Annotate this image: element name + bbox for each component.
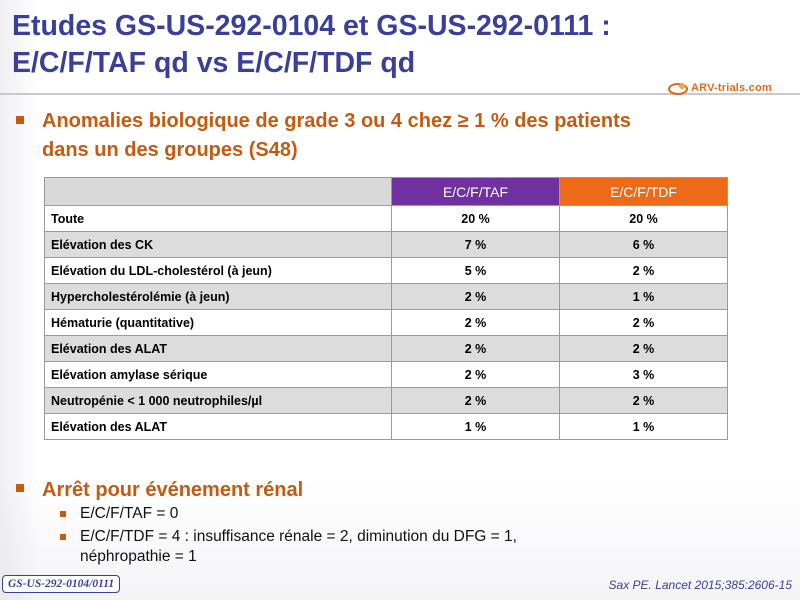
slide-title: Etudes GS-US-292-0104 et GS-US-292-0111 … xyxy=(12,8,712,82)
header-tdf: E/C/F/TDF xyxy=(559,177,728,206)
taf-value: 20 % xyxy=(391,205,560,232)
taf-value: 2 % xyxy=(391,283,560,310)
tdf-value: 1 % xyxy=(559,283,728,310)
tdf-value: 3 % xyxy=(559,361,728,388)
tdf-value: 2 % xyxy=(559,257,728,284)
table-row: Elévation du LDL-cholestérol (à jeun) 5 … xyxy=(44,257,728,284)
table-row: Elévation des ALAT 2 % 2 % xyxy=(44,335,728,362)
table-row: Toute 20 % 20 % xyxy=(44,205,728,232)
bullet-anomalies-line-1: Anomalies biologique de grade 3 ou 4 che… xyxy=(42,110,631,132)
tdf-value: 1 % xyxy=(559,413,728,440)
reference-citation: Sax PE. Lancet 2015;385:2606-15 xyxy=(608,578,792,592)
row-label: Elévation amylase sérique xyxy=(44,361,392,388)
study-tag: GS-US-292-0104/0111 xyxy=(2,575,121,593)
tdf-value: 2 % xyxy=(559,387,728,414)
arv-trials-logo: ARV-trials.com xyxy=(668,77,772,99)
sub-bullet-tdf-line-1: E/C/F/TDF = 4 : insuffisance rénale = 2,… xyxy=(80,528,517,545)
bullet-square-icon xyxy=(16,116,24,124)
bullet-renal-discontinuation: Arrêt pour événement rénal xyxy=(42,479,304,501)
taf-value: 1 % xyxy=(391,413,560,440)
title-line-2: E/C/F/TAF qd vs E/C/F/TDF qd xyxy=(12,47,416,79)
lab-abnormalities-table: E/C/F/TAF E/C/F/TDF Toute 20 % 20 % Elév… xyxy=(44,177,728,440)
row-label: Hématurie (quantitative) xyxy=(44,309,392,336)
sub-bullet-tdf-line-2: néphropathie = 1 xyxy=(80,548,197,565)
table-header-row: E/C/F/TAF E/C/F/TDF xyxy=(44,177,728,206)
sub-bullet-tdf: E/C/F/TDF = 4 : insuffisance rénale = 2,… xyxy=(80,527,640,567)
taf-value: 2 % xyxy=(391,309,560,336)
header-taf: E/C/F/TAF xyxy=(391,177,560,206)
row-label: Toute xyxy=(44,205,392,232)
arv-logo-icon xyxy=(668,81,688,95)
sub-bullet-taf: E/C/F/TAF = 0 xyxy=(80,505,179,522)
row-label: Neutropénie < 1 000 neutrophiles/µl xyxy=(44,387,392,414)
tdf-value: 20 % xyxy=(559,205,728,232)
bullet-anomalies-line-2: dans un des groupes (S48) xyxy=(42,139,298,161)
decorative-side-band xyxy=(0,0,40,600)
taf-value: 7 % xyxy=(391,231,560,258)
taf-value: 2 % xyxy=(391,387,560,414)
tdf-value: 6 % xyxy=(559,231,728,258)
row-label: Elévation des ALAT xyxy=(44,413,392,440)
table-row: Elévation amylase sérique 2 % 3 % xyxy=(44,361,728,388)
taf-value: 2 % xyxy=(391,335,560,362)
tdf-value: 2 % xyxy=(559,335,728,362)
table-row: Elévation des ALAT 1 % 1 % xyxy=(44,413,728,440)
row-label: Elévation des ALAT xyxy=(44,335,392,362)
title-divider xyxy=(0,93,800,95)
bullet-anomalies: Anomalies biologique de grade 3 ou 4 che… xyxy=(42,107,762,165)
tdf-value: 2 % xyxy=(559,309,728,336)
title-line-1: Etudes GS-US-292-0104 et GS-US-292-0111 … xyxy=(12,10,611,42)
row-label: Elévation du LDL-cholestérol (à jeun) xyxy=(44,257,392,284)
table-row: Hypercholestérolémie (à jeun) 2 % 1 % xyxy=(44,283,728,310)
bullet-square-icon xyxy=(16,484,24,492)
taf-value: 2 % xyxy=(391,361,560,388)
table-row: Elévation des CK 7 % 6 % xyxy=(44,231,728,258)
taf-value: 5 % xyxy=(391,257,560,284)
row-label: Elévation des CK xyxy=(44,231,392,258)
sub-bullet-square-icon xyxy=(60,534,66,540)
row-label: Hypercholestérolémie (à jeun) xyxy=(44,283,392,310)
header-blank-cell xyxy=(44,177,392,206)
logo-text: ARV-trials.com xyxy=(691,82,772,94)
table-row: Neutropénie < 1 000 neutrophiles/µl 2 % … xyxy=(44,387,728,414)
sub-bullet-square-icon xyxy=(60,511,66,517)
table-row: Hématurie (quantitative) 2 % 2 % xyxy=(44,309,728,336)
